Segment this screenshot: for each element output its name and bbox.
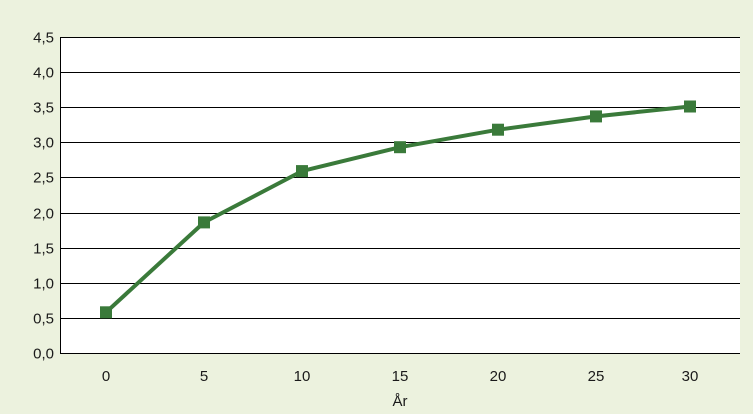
x-tick-label: 30: [682, 368, 699, 385]
data-point-marker: [590, 110, 602, 123]
x-tick-label: 10: [294, 368, 311, 385]
data-point-marker: [296, 165, 308, 178]
y-tick-label: 1,5: [33, 241, 54, 258]
y-tick-label: 4,0: [33, 65, 54, 82]
plot-area: [60, 37, 740, 353]
y-tick-label: 2,0: [33, 206, 54, 223]
x-tick-label: 25: [588, 368, 605, 385]
x-tick-label: 5: [200, 368, 208, 385]
data-point-marker: [684, 100, 696, 113]
x-tick-labels: 0 5 10 15 20 25 30: [102, 368, 699, 385]
y-tick-label: 3,0: [33, 135, 54, 152]
x-tick-label: 0: [102, 368, 110, 385]
x-tick-label: 20: [490, 368, 507, 385]
y-tick-labels: 0,0 0,5 1,0 1,5 2,0 2,5 3,0 3,5 4,0 4,5: [33, 30, 54, 363]
data-point-marker: [198, 216, 210, 229]
y-tick-label: 0,5: [33, 311, 54, 328]
x-tick-label: 15: [392, 368, 409, 385]
gridlines: [60, 37, 740, 354]
y-tick-label: 3,5: [33, 100, 54, 117]
data-point-marker: [492, 123, 504, 136]
series-layer: [100, 100, 696, 319]
y-tick-label: 0,0: [33, 346, 54, 363]
y-tick-label: 1,0: [33, 276, 54, 293]
y-tick-label: 4,5: [33, 30, 54, 47]
data-point-marker: [100, 306, 112, 319]
y-tick-label: 2,5: [33, 170, 54, 187]
data-point-marker: [394, 141, 406, 154]
x-axis-title: År: [393, 393, 408, 410]
